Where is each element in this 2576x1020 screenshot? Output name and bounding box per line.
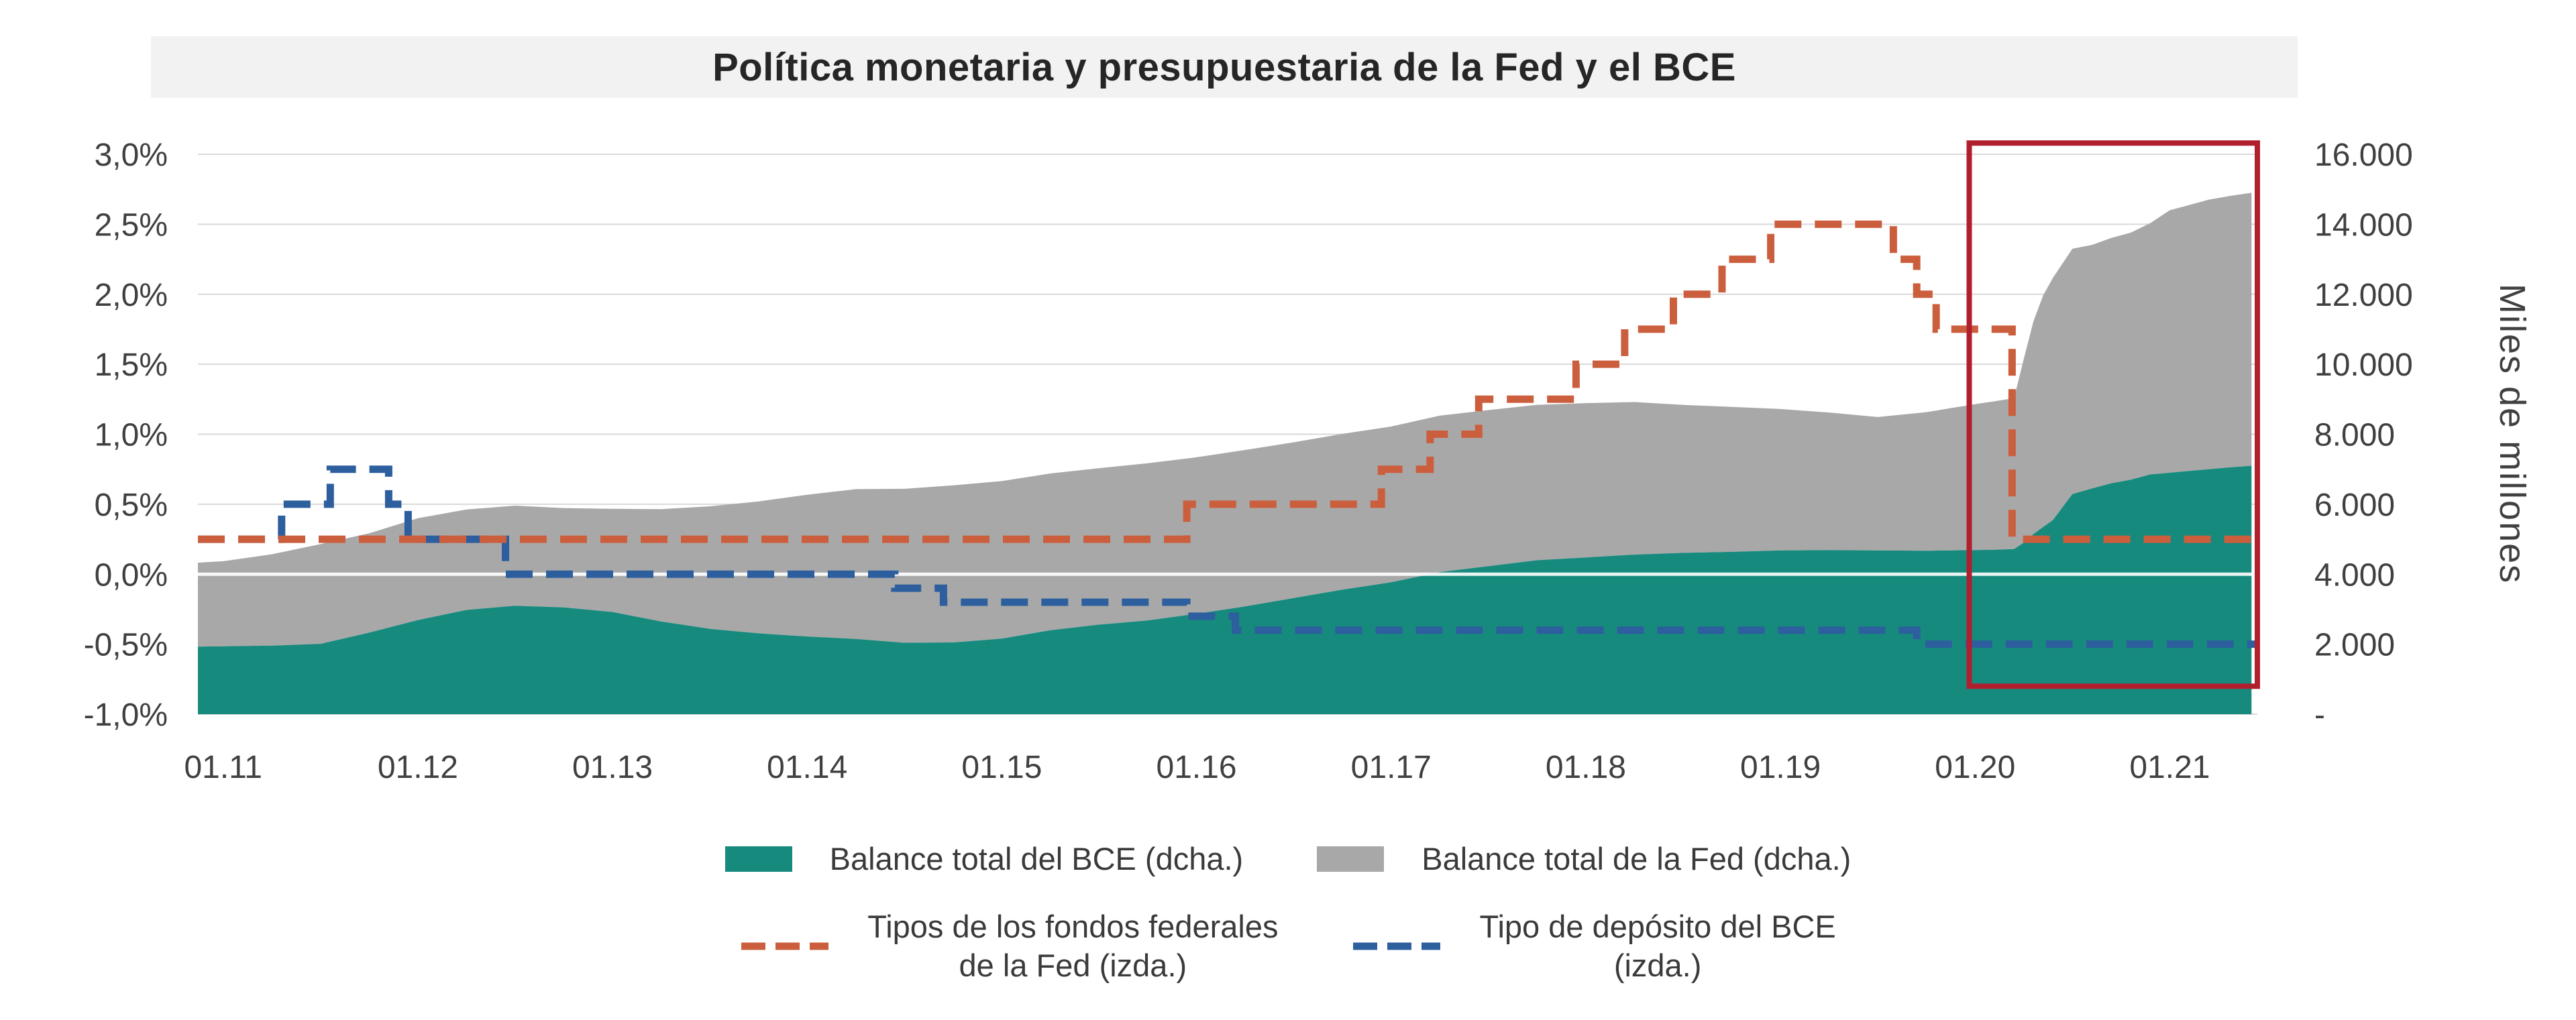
right-axis-label: 14.000: [2314, 207, 2413, 243]
legend-label-fed-funds: Tipos de los fondos federales de la Fed …: [867, 909, 1279, 983]
x-axis-label: 01.17: [1351, 750, 1432, 785]
fed-funds-swatch: [741, 942, 829, 950]
fed-balance-swatch: [1317, 846, 1385, 872]
x-axis-label: 01.21: [2129, 750, 2210, 785]
legend-item-fed-funds: Tipos de los fondos federales de la Fed …: [740, 907, 1278, 984]
left-axis-label: 0,0%: [95, 557, 168, 593]
left-axis-label: -0,5%: [84, 628, 168, 663]
legend-item-ecb-balance: Balance total del BCE (dcha.): [724, 840, 1244, 878]
legend-row-balances: Balance total del BCE (dcha.) Balance to…: [724, 840, 1851, 878]
legend-label-fed-balance: Balance total de la Fed (dcha.): [1421, 841, 1851, 876]
legend-item-ecb-deposit: Tipo de depósito del BCE (izda.): [1352, 907, 1836, 984]
chart-title: Política monetaria y presupuestaria de l…: [712, 45, 1736, 89]
left-axis-label: 2,0%: [95, 278, 168, 313]
x-axis-label: 01.13: [572, 750, 653, 785]
x-axis-label: 01.19: [1740, 750, 1821, 785]
x-axis-label: 01.11: [184, 750, 262, 785]
ecb-deposit-swatch: [1353, 942, 1441, 950]
left-axis-label: 1,0%: [95, 418, 168, 453]
left-axis-label: 1,5%: [95, 347, 168, 383]
x-axis-label: 01.15: [961, 750, 1042, 785]
right-axis-label: -: [2314, 697, 2325, 733]
left-axis-label: 0,5%: [95, 488, 168, 523]
right-axis-label: 2.000: [2314, 628, 2395, 663]
right-axis-label: 6.000: [2314, 488, 2395, 523]
legend-item-fed-balance: Balance total de la Fed (dcha.): [1317, 840, 1851, 878]
legend-row-rates: Tipos de los fondos federales de la Fed …: [740, 907, 1836, 984]
highlight-box: [1966, 140, 2260, 689]
right-axis-title: Miles de millones: [2492, 284, 2532, 585]
x-axis-label: 01.20: [1935, 750, 2015, 785]
x-axis-label: 01.12: [378, 750, 458, 785]
x-axis-label: 01.18: [1546, 750, 1626, 785]
ecb-balance-area: [198, 465, 2252, 714]
right-axis-label: 10.000: [2314, 347, 2413, 383]
fed-balance-area: [198, 192, 2252, 647]
left-axis-label: 2,5%: [95, 207, 168, 243]
right-axis-label: 12.000: [2314, 278, 2413, 313]
x-axis-label: 01.16: [1157, 750, 1237, 785]
chart-title-banner: Política monetaria y presupuestaria de l…: [151, 36, 2298, 98]
ecb-deposit-rate-line: [198, 465, 2257, 648]
left-axis-label: 3,0%: [95, 137, 168, 173]
legend-label-ecb-deposit: Tipo de depósito del BCE (izda.): [1479, 909, 1836, 983]
right-axis-label: 8.000: [2314, 418, 2395, 453]
ecb-balance-swatch: [724, 846, 792, 872]
fed-funds-rate-line: [198, 220, 2257, 543]
legend-label-ecb-balance: Balance total del BCE (dcha.): [829, 841, 1244, 876]
x-axis-label: 01.14: [767, 750, 847, 785]
legend: Balance total del BCE (dcha.) Balance to…: [0, 840, 2576, 984]
right-axis-label: 4.000: [2314, 557, 2395, 593]
left-axis-label: -1,0%: [84, 697, 168, 733]
right-axis-label: 16.000: [2314, 137, 2413, 173]
